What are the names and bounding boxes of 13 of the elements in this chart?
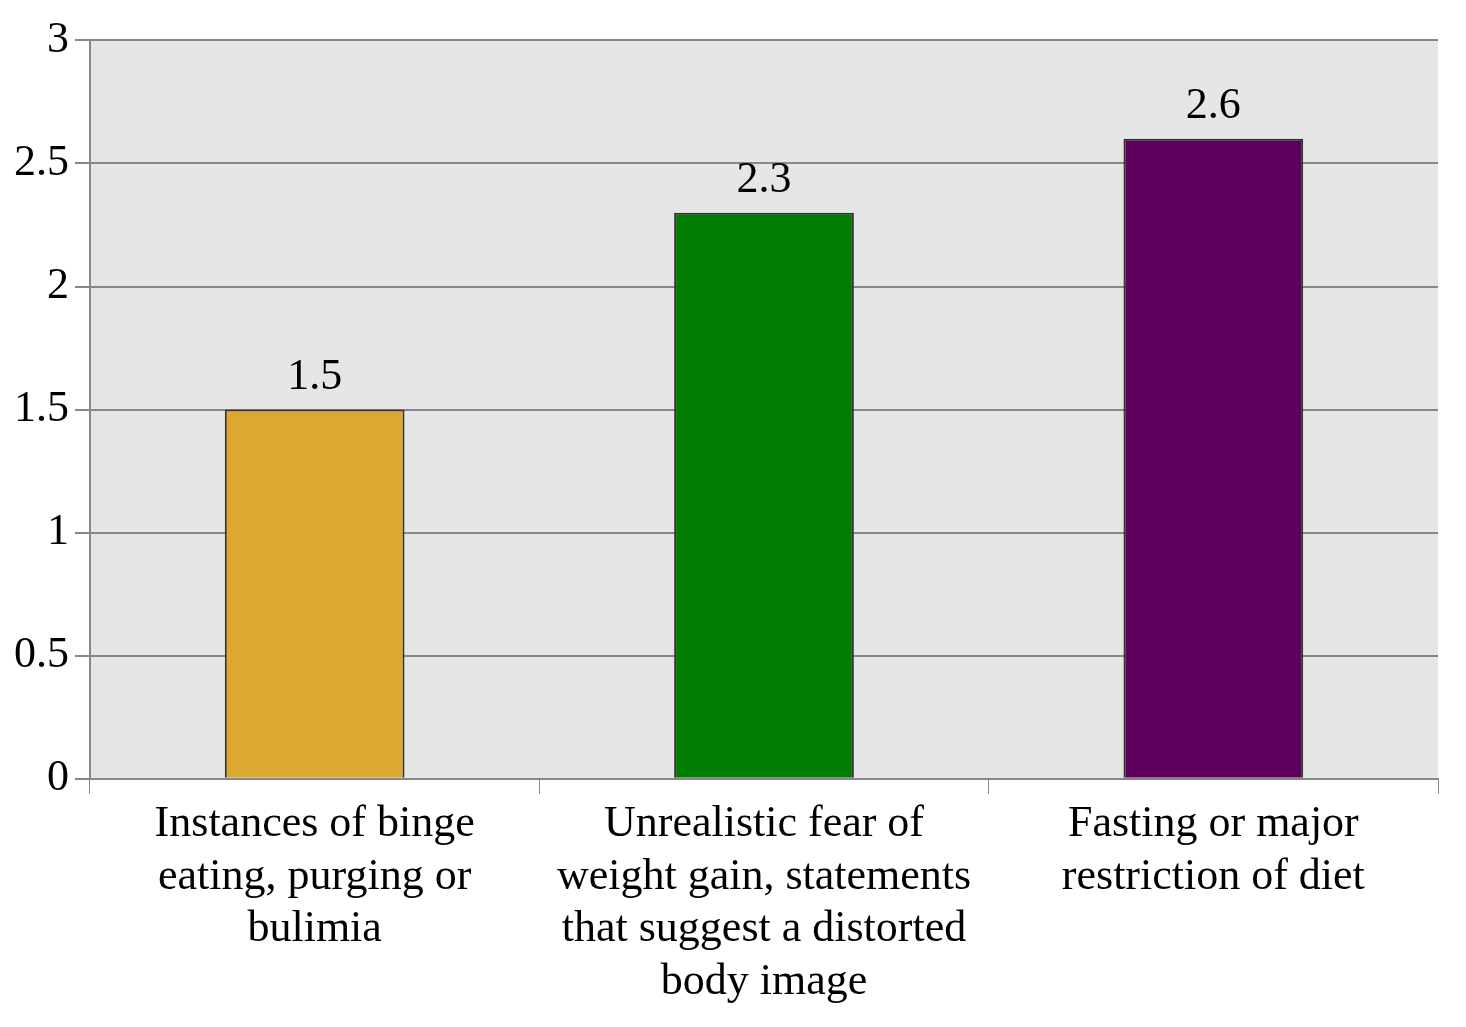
data-label: 2.6 [1185,79,1241,129]
x-tick-label: Fasting or major restriction of diet [1061,796,1365,899]
y-tick-label: 1.5 [14,382,69,432]
x-tick-label: Instances of binge eating, purging or bulimia [154,796,475,952]
y-tick-label: 0.5 [14,628,69,678]
y-tick-label: 3 [47,12,69,62]
y-tick-label: 2.5 [14,136,69,186]
y-tick-label: 2 [47,259,69,309]
x-tick-label: Unrealistic fear of weight gain, statements that suggest a distorted body image [556,796,972,1005]
y-tick-label: 0 [47,751,69,801]
data-label: 2.3 [736,153,792,203]
y-tick-label: 1 [47,505,69,555]
data-label: 1.5 [287,350,343,400]
